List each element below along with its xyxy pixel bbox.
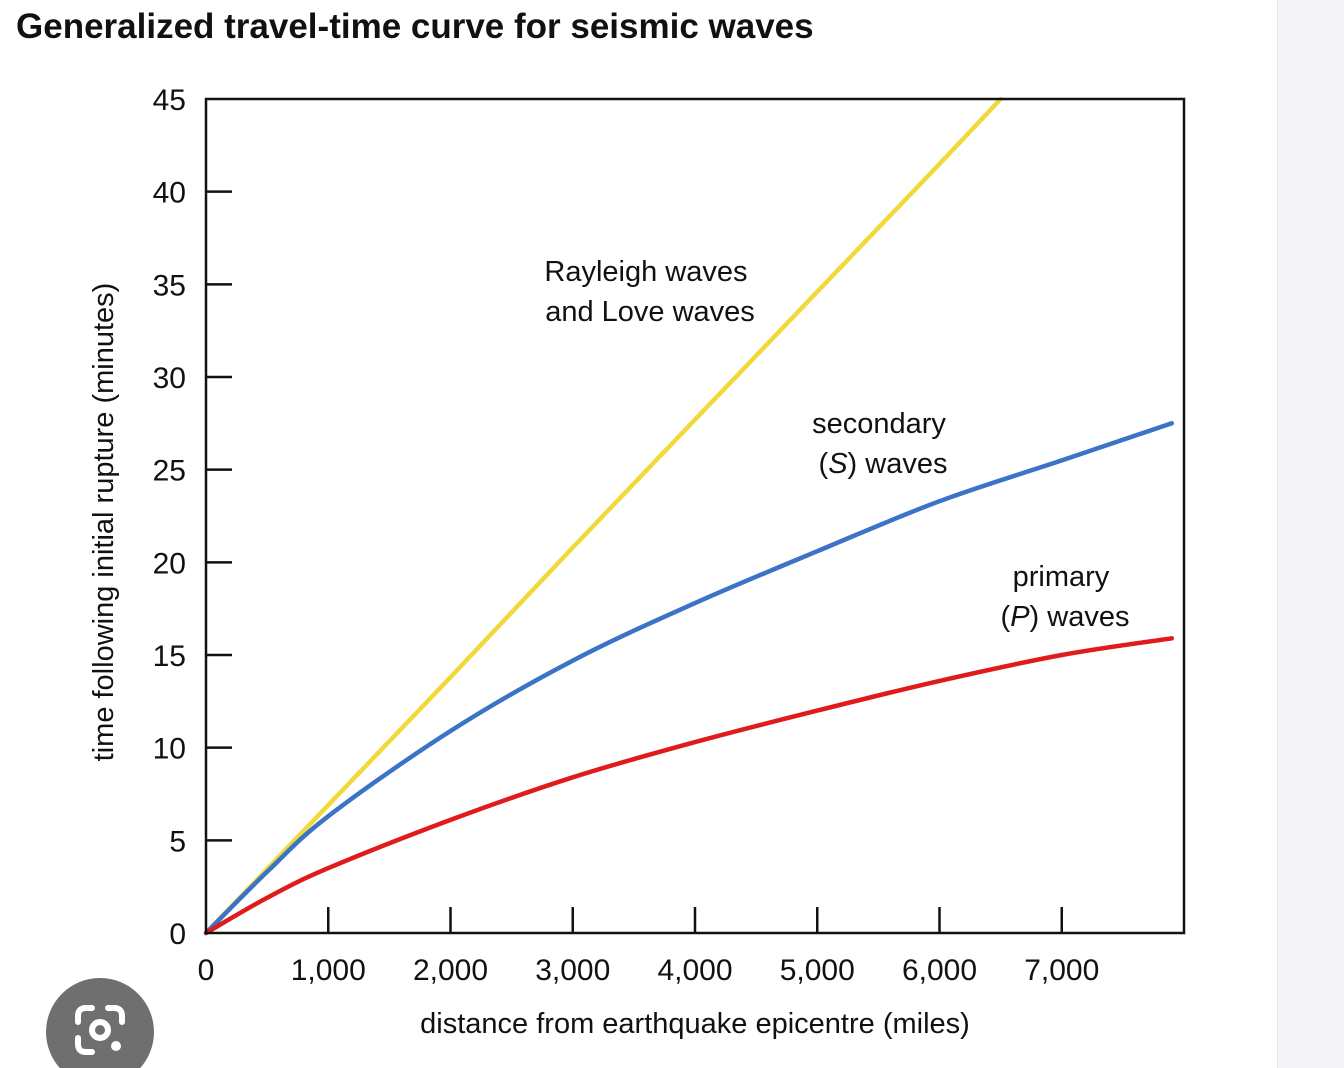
y-tick-label: 25 bbox=[153, 455, 186, 488]
x-axis-label: distance from earthquake epicentre (mile… bbox=[420, 1008, 970, 1040]
y-tick-label: 0 bbox=[169, 918, 186, 951]
y-tick-label: 20 bbox=[153, 547, 186, 580]
annotation-primary-line-2: (P) waves bbox=[1001, 601, 1130, 633]
x-tick-label: 6,000 bbox=[902, 954, 977, 987]
y-axis-label: time following initial rupture (minutes) bbox=[88, 283, 120, 762]
x-tick-label: 3,000 bbox=[535, 954, 610, 987]
x-tick-label: 5,000 bbox=[780, 954, 855, 987]
annotation-secondary-line-1: secondary bbox=[812, 408, 946, 440]
plot-frame bbox=[204, 97, 1186, 935]
annotation-secondary: secondary (S) waves bbox=[812, 408, 954, 480]
annotation-primary-line-1: primary bbox=[1013, 561, 1110, 593]
page-scroll-gutter bbox=[1277, 0, 1344, 1068]
series-line-secondary bbox=[203, 421, 1175, 936]
y-tick-label: 35 bbox=[153, 269, 186, 302]
series-line-primary bbox=[203, 636, 1175, 936]
y-tick-label: 45 bbox=[153, 84, 186, 117]
series-lines bbox=[203, 96, 1175, 936]
y-tick-label: 15 bbox=[153, 640, 186, 673]
google-lens-icon bbox=[75, 1005, 125, 1055]
x-tick-label: 0 bbox=[198, 954, 215, 987]
y-axis: 0 5 10 15 20 25 30 35 40 45 bbox=[153, 84, 232, 951]
google-lens-button[interactable] bbox=[46, 978, 154, 1068]
x-tick-label: 1,000 bbox=[291, 954, 366, 987]
x-tick-label: 7,000 bbox=[1024, 954, 1099, 987]
annotation-secondary-line-2: (S) waves bbox=[819, 448, 948, 480]
series-line-rayleigh-love bbox=[203, 96, 1003, 936]
y-tick-label: 5 bbox=[169, 825, 186, 858]
chart-title: Generalized travel-time curve for seismi… bbox=[16, 7, 814, 46]
y-tick-label: 40 bbox=[153, 177, 186, 210]
annotation-italic-letter: S bbox=[828, 448, 848, 480]
annotation-rayleigh-love-line-2: and Love waves bbox=[545, 296, 755, 328]
annotation-italic-letter: P bbox=[1010, 601, 1030, 633]
x-tick-label: 4,000 bbox=[657, 954, 732, 987]
annotation-primary: primary (P) waves bbox=[1001, 561, 1130, 633]
travel-time-chart: Generalized travel-time curve for seismi… bbox=[16, 7, 1186, 1040]
x-axis: 0 1,000 2,000 3,000 4,000 5,000 6,000 7,000 bbox=[198, 907, 1099, 987]
y-tick-label: 10 bbox=[153, 733, 186, 766]
x-tick-label: 2,000 bbox=[413, 954, 488, 987]
annotation-rayleigh-love: Rayleigh waves and Love waves bbox=[544, 256, 755, 328]
series-annotations: Rayleigh waves and Love waves secondary … bbox=[544, 256, 1129, 633]
annotation-rayleigh-love-line-1: Rayleigh waves bbox=[544, 256, 747, 288]
y-tick-label: 30 bbox=[153, 362, 186, 395]
